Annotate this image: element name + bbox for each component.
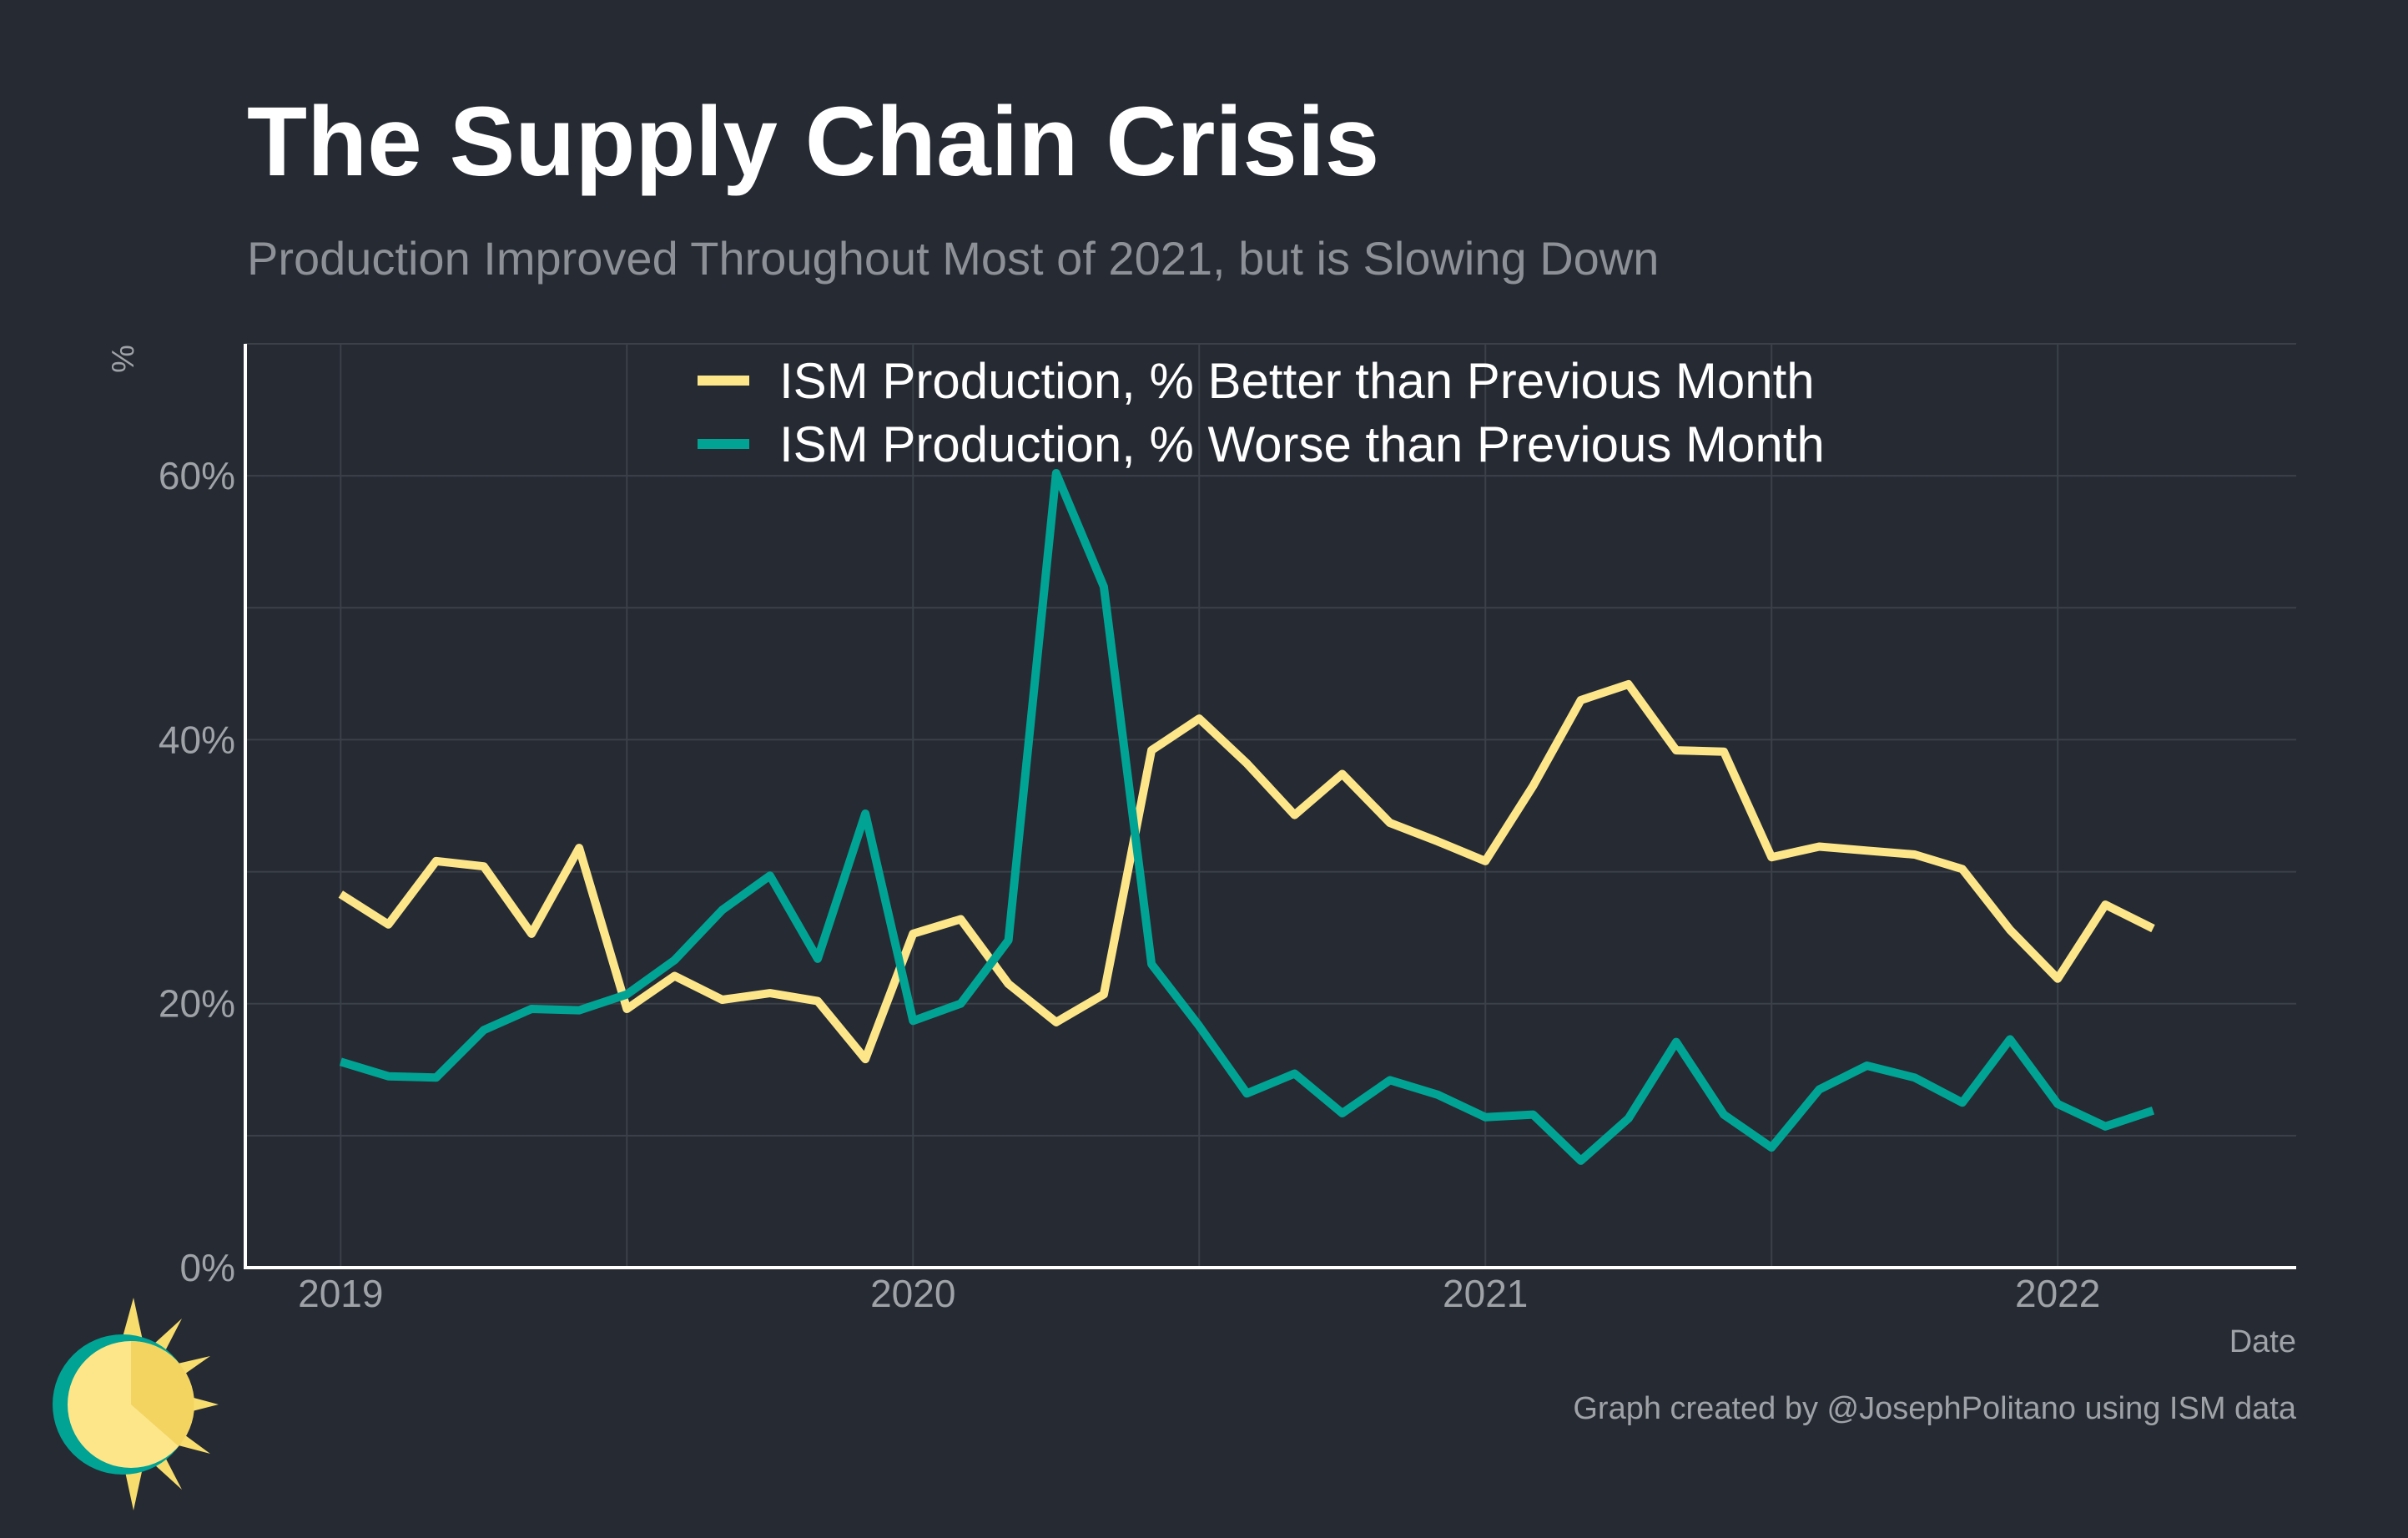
legend-label-worse: ISM Production, % Worse than Previous Mo… — [779, 416, 1825, 472]
series-line-better — [338, 680, 2155, 1064]
legend: ISM Production, % Better than Previous M… — [698, 353, 1825, 472]
chart-subtitle: Production Improved Throughout Most of 2… — [247, 232, 1660, 285]
x-tick-label: 2020 — [870, 1272, 955, 1315]
x-tick-label: 2021 — [1443, 1272, 1528, 1315]
source-caption: Graph created by @JosephPolitano using I… — [1573, 1391, 2297, 1426]
gridlines — [245, 343, 2296, 1268]
x-tick-label: 2022 — [2015, 1272, 2100, 1315]
y-tick-label: 40% — [159, 718, 235, 761]
y-tick-label: 20% — [159, 982, 235, 1026]
axes — [244, 344, 2296, 1269]
series-line-worse — [339, 469, 2155, 1165]
chart-title: The Supply Chain Crisis — [247, 87, 1380, 197]
y-axis-title: % — [106, 345, 141, 373]
y-tick-label: 0% — [180, 1246, 235, 1289]
legend-label-better: ISM Production, % Better than Previous M… — [779, 353, 1815, 409]
x-tick-labels: 2019 2020 2021 2022 — [298, 1272, 2100, 1315]
sun-logo-icon — [53, 1298, 219, 1510]
x-tick-label: 2019 — [298, 1272, 383, 1315]
y-tick-labels: 0% 20% 40% 60% — [159, 454, 235, 1289]
series-lines — [338, 469, 2155, 1165]
x-axis-title: Date — [2229, 1324, 2296, 1359]
y-tick-label: 60% — [159, 454, 235, 497]
